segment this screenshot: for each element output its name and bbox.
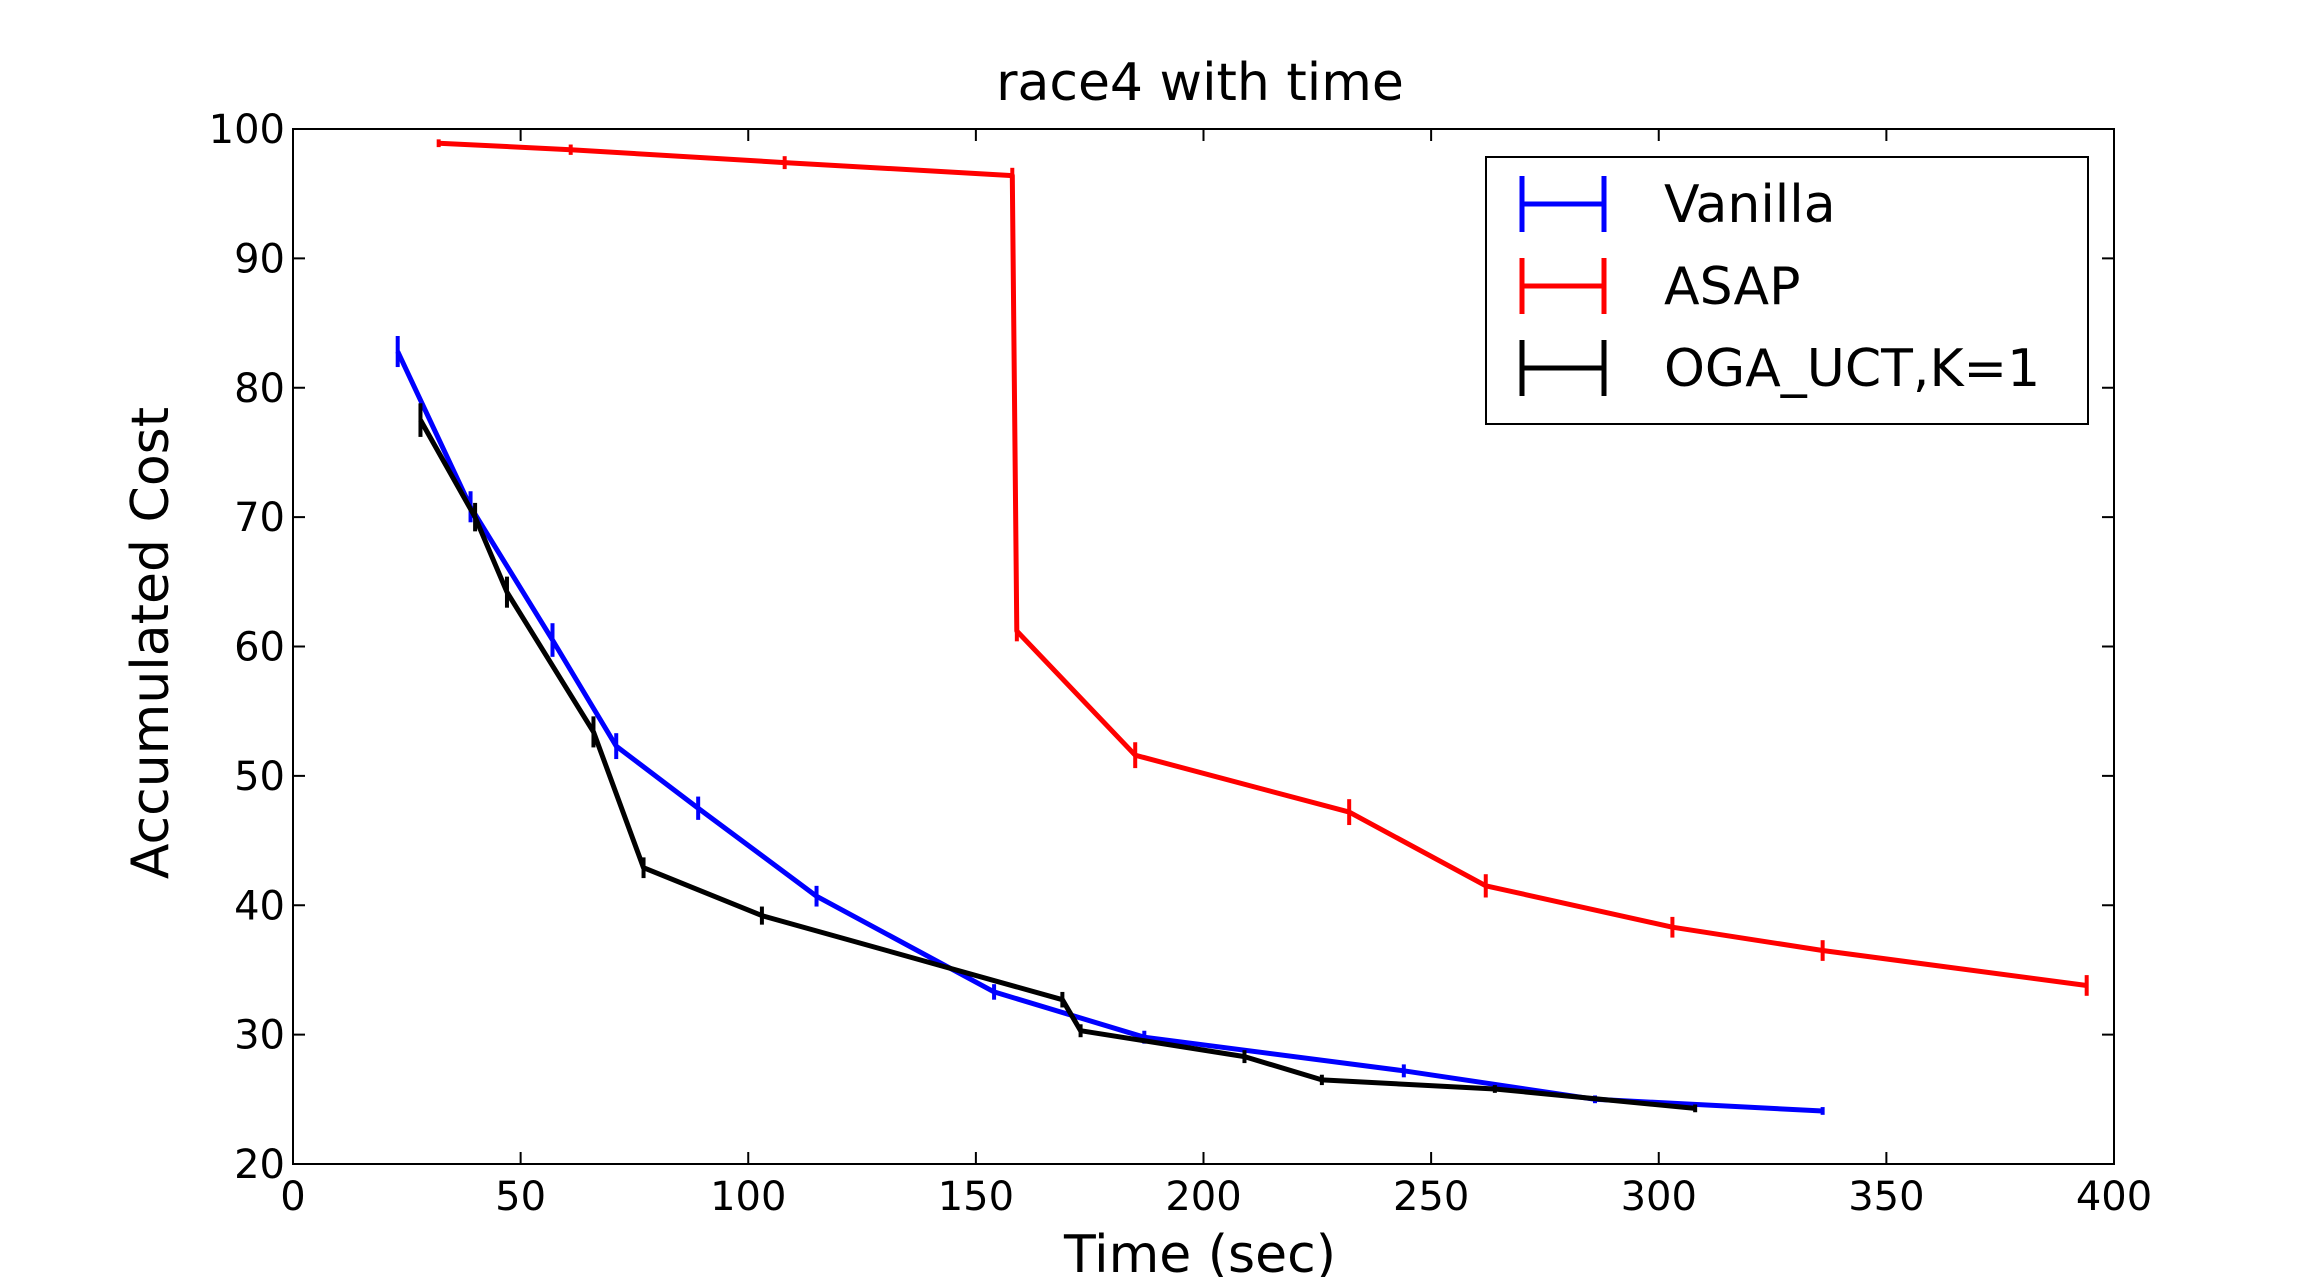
legend-label: Vanilla bbox=[1664, 175, 1836, 235]
y-axis-label: Accumulated Cost bbox=[121, 407, 181, 879]
x-tick-label: 400 bbox=[2076, 1174, 2152, 1220]
y-tick-label: 30 bbox=[234, 1013, 285, 1059]
y-tick-label: 50 bbox=[234, 754, 285, 800]
chart-title: race4 with time bbox=[996, 53, 1404, 113]
legend: Vanilla ASAP OGA_UCT,K=1 bbox=[1486, 157, 2088, 424]
x-tick-label: 150 bbox=[938, 1174, 1014, 1220]
y-tick-label: 60 bbox=[234, 625, 285, 671]
y-tick-label: 100 bbox=[209, 107, 285, 153]
x-axis-label: Time (sec) bbox=[1063, 1225, 1336, 1277]
x-tick-label: 200 bbox=[1165, 1174, 1241, 1220]
y-tick-label: 80 bbox=[234, 366, 285, 412]
x-tick-label: 250 bbox=[1393, 1174, 1469, 1220]
x-tick-label: 300 bbox=[1621, 1174, 1697, 1220]
y-tick-label: 20 bbox=[234, 1142, 285, 1188]
x-tick-label: 100 bbox=[710, 1174, 786, 1220]
y-tick-label: 70 bbox=[234, 495, 285, 541]
legend-label: ASAP bbox=[1664, 257, 1800, 317]
y-tick-label: 90 bbox=[234, 236, 285, 282]
x-tick-label: 50 bbox=[495, 1174, 546, 1220]
y-tick-label: 40 bbox=[234, 883, 285, 929]
x-tick-label: 350 bbox=[1848, 1174, 1924, 1220]
legend-label: OGA_UCT,K=1 bbox=[1664, 339, 2040, 399]
